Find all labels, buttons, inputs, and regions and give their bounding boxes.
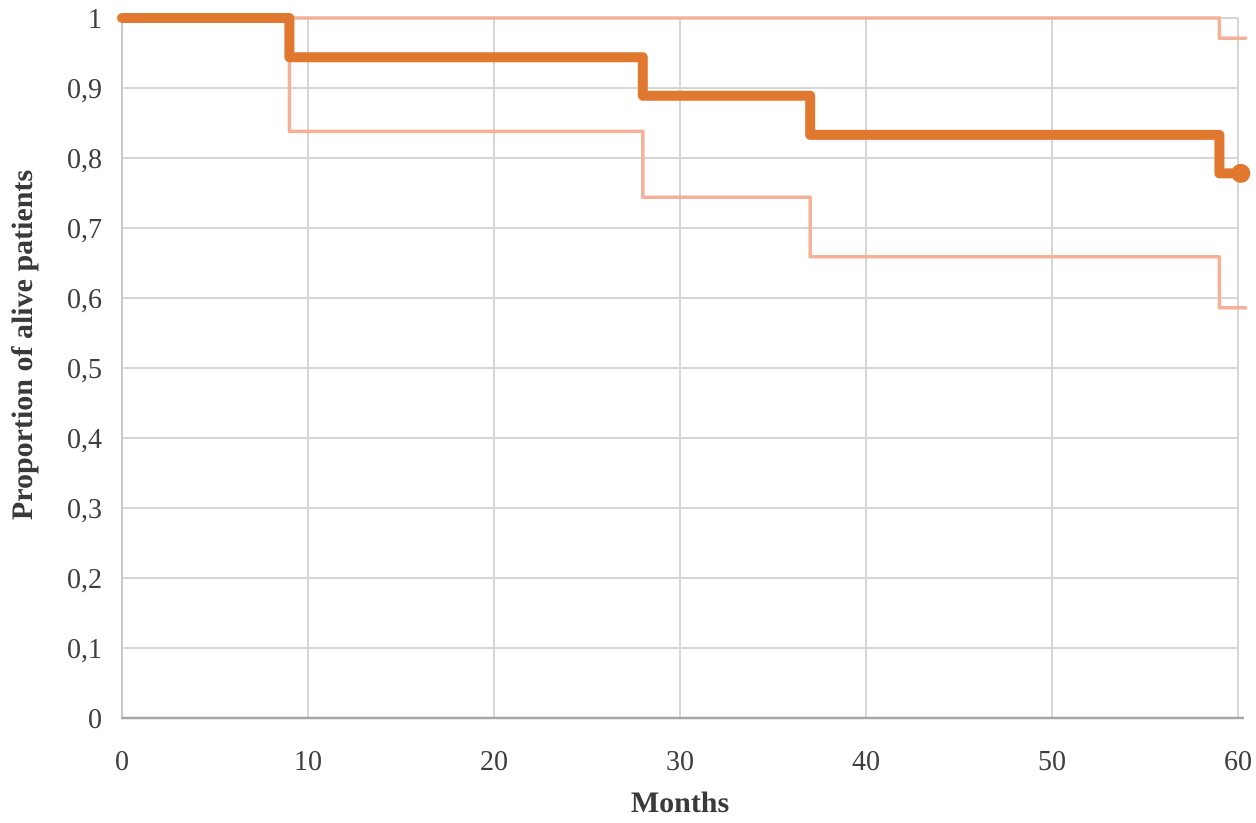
y-tick-label: 0,5 <box>67 354 102 385</box>
y-tick-label: 1 <box>88 4 102 35</box>
tick-layer: 00,10,20,30,40,50,60,70,80,910 10 20 30 40 50… <box>67 4 1252 777</box>
series-layer <box>117 13 1251 310</box>
y-tick-label: 0,8 <box>67 144 102 175</box>
x-tick-label: 50 <box>1038 746 1066 777</box>
x-tick-label: 20 <box>480 746 508 777</box>
x-tick-label: 10 <box>294 746 322 777</box>
y-tick-label: 0,9 <box>67 74 102 105</box>
upper-95ci-line <box>120 16 1248 41</box>
grid-layer <box>121 17 1244 720</box>
x-tick-label: 60 <box>1224 746 1252 777</box>
overall-survival-line <box>117 13 1246 179</box>
y-tick-label: 0,2 <box>67 564 102 595</box>
y-tick-label: 0,6 <box>67 284 102 315</box>
y-tick-label: 0,4 <box>67 424 102 455</box>
overall-survival-end-marker-dot <box>1231 163 1251 183</box>
y-tick-label: 0,1 <box>67 634 102 665</box>
x-tick-label: 40 <box>852 746 880 777</box>
y-tick-label: 0 <box>88 704 102 735</box>
x-tick-label: 30 <box>666 746 694 777</box>
y-axis-title: Proportion of alive patients <box>6 170 39 520</box>
y-tick-label: 0,3 <box>67 494 102 525</box>
x-tick-label: 0 <box>115 746 129 777</box>
lower-95ci-line <box>120 16 1248 310</box>
x-axis-title: Months <box>631 786 729 819</box>
y-tick-label: 0,7 <box>67 214 102 245</box>
